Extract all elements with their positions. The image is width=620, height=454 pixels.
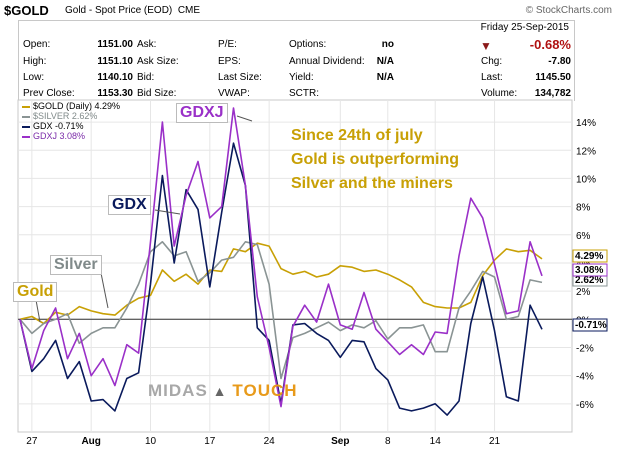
note-line-3: Silver and the miners bbox=[291, 175, 453, 192]
end-label-gdx: -0.71% bbox=[575, 320, 607, 331]
y-tick-label: 8% bbox=[576, 203, 591, 214]
series-line-silver bbox=[19, 241, 543, 380]
end-label-box-gdx bbox=[572, 318, 608, 332]
legend-gdxj-swatch bbox=[22, 135, 30, 138]
open-value: 1151.00 bbox=[97, 39, 133, 50]
last-value: 1145.50 bbox=[535, 72, 571, 83]
y-tick-label: -4% bbox=[576, 372, 594, 383]
x-tick-label: 8 bbox=[385, 436, 391, 447]
y-tick-label: 2% bbox=[576, 287, 591, 298]
quote-panel: Open: 1151.00 High: 1151.10 Low: 1140.10… bbox=[18, 20, 575, 101]
y-tick-label: 12% bbox=[576, 146, 596, 157]
x-tick-label: 10 bbox=[145, 436, 157, 447]
legend-gdx: GDX -0.71% bbox=[22, 121, 84, 131]
midas-touch-logo: MIDAS ▲ TOUCH bbox=[148, 381, 298, 400]
yield-label: Yield: bbox=[289, 72, 314, 83]
y-tick-label: 6% bbox=[576, 231, 591, 242]
last-label: Last: bbox=[481, 72, 503, 83]
y-tick-label: -6% bbox=[576, 400, 594, 411]
legend-gold: $GOLD (Daily) 4.29% bbox=[22, 101, 120, 111]
down-arrow-icon: ▼ bbox=[480, 39, 492, 53]
pointer-gold bbox=[35, 299, 41, 323]
vwap-label: VWAP: bbox=[218, 88, 250, 99]
tag-gdx: GDX bbox=[108, 195, 151, 215]
open-label: Open: bbox=[23, 39, 51, 50]
end-label-gold: 4.29% bbox=[575, 251, 603, 262]
x-tick-label: 24 bbox=[264, 436, 276, 447]
series-line-gold bbox=[19, 242, 543, 325]
note-line-2: Gold is outperforming bbox=[291, 151, 459, 168]
high-label: High: bbox=[23, 56, 47, 67]
volume-value: 134,782 bbox=[534, 88, 571, 99]
legend-silver-swatch bbox=[22, 115, 30, 118]
y-tick-label: 10% bbox=[576, 174, 596, 185]
x-tick-label: Sep bbox=[331, 436, 349, 447]
symbol-description: Gold - Spot Price (EOD) CME bbox=[65, 5, 201, 16]
yield-value: N/A bbox=[376, 72, 394, 83]
pe-label: P/E: bbox=[218, 39, 237, 50]
change-percent: -0.68% bbox=[529, 37, 571, 52]
volume-label: Volume: bbox=[481, 88, 518, 99]
dividend-value: N/A bbox=[376, 56, 394, 67]
series-line-gdxj bbox=[19, 107, 543, 408]
quote-date: Friday 25-Sep-2015 bbox=[480, 22, 569, 33]
ask-size-label: Ask Size: bbox=[137, 56, 179, 67]
x-tick-label: 27 bbox=[26, 436, 38, 447]
y-tick-label: 14% bbox=[576, 118, 596, 129]
x-tick-label: 21 bbox=[489, 436, 501, 447]
symbol-title: $GOLD bbox=[4, 3, 49, 18]
x-tick-label: Aug bbox=[81, 436, 100, 447]
chg-label: Chg: bbox=[481, 56, 503, 67]
ask-label: Ask: bbox=[137, 39, 157, 50]
prev-close-value: 1153.30 bbox=[97, 88, 133, 99]
x-tick-label: 17 bbox=[204, 436, 216, 447]
y-tick-label: -2% bbox=[576, 343, 594, 354]
legend-gdx-swatch bbox=[22, 125, 30, 128]
note-line-1: Since 24th of july bbox=[291, 127, 423, 144]
pointer-gdxj bbox=[236, 115, 253, 122]
tag-silver: Silver bbox=[50, 255, 102, 275]
dividend-label: Annual Dividend: bbox=[289, 56, 365, 67]
bid-size-label: Bid Size: bbox=[137, 88, 177, 99]
tag-gdxj: GDXJ bbox=[176, 103, 228, 123]
sctr-label: SCTR: bbox=[289, 88, 319, 99]
end-label-silver: 2.62% bbox=[575, 275, 603, 286]
legend-silver: $SILVER 2.62% bbox=[22, 111, 97, 121]
legend-gdxj: GDXJ 3.08% bbox=[22, 131, 85, 141]
options-label: Options: bbox=[289, 39, 327, 50]
chg-value: -7.80 bbox=[548, 56, 571, 67]
tag-gold: Gold bbox=[13, 282, 58, 302]
x-tick-label: 14 bbox=[430, 436, 442, 447]
annotation-note: Since 24th of july Gold is outperforming… bbox=[291, 124, 459, 196]
eps-label: EPS: bbox=[218, 56, 241, 67]
bid-label: Bid: bbox=[137, 72, 155, 83]
pointer-gdx bbox=[154, 209, 181, 215]
stockcharts-watermark: © StockCharts.com bbox=[525, 5, 612, 16]
options-value: no bbox=[381, 39, 394, 50]
high-value: 1151.10 bbox=[97, 56, 133, 67]
low-value: 1140.10 bbox=[97, 72, 133, 83]
prev-close-label: Prev Close: bbox=[23, 88, 75, 99]
legend-gold-swatch bbox=[22, 105, 30, 108]
last-size-label: Last Size: bbox=[218, 72, 262, 83]
end-label-gdxj: 3.08% bbox=[575, 265, 603, 276]
end-label-box-gold bbox=[572, 249, 608, 263]
low-label: Low: bbox=[23, 72, 45, 83]
end-label-box-gdxj bbox=[572, 263, 608, 277]
